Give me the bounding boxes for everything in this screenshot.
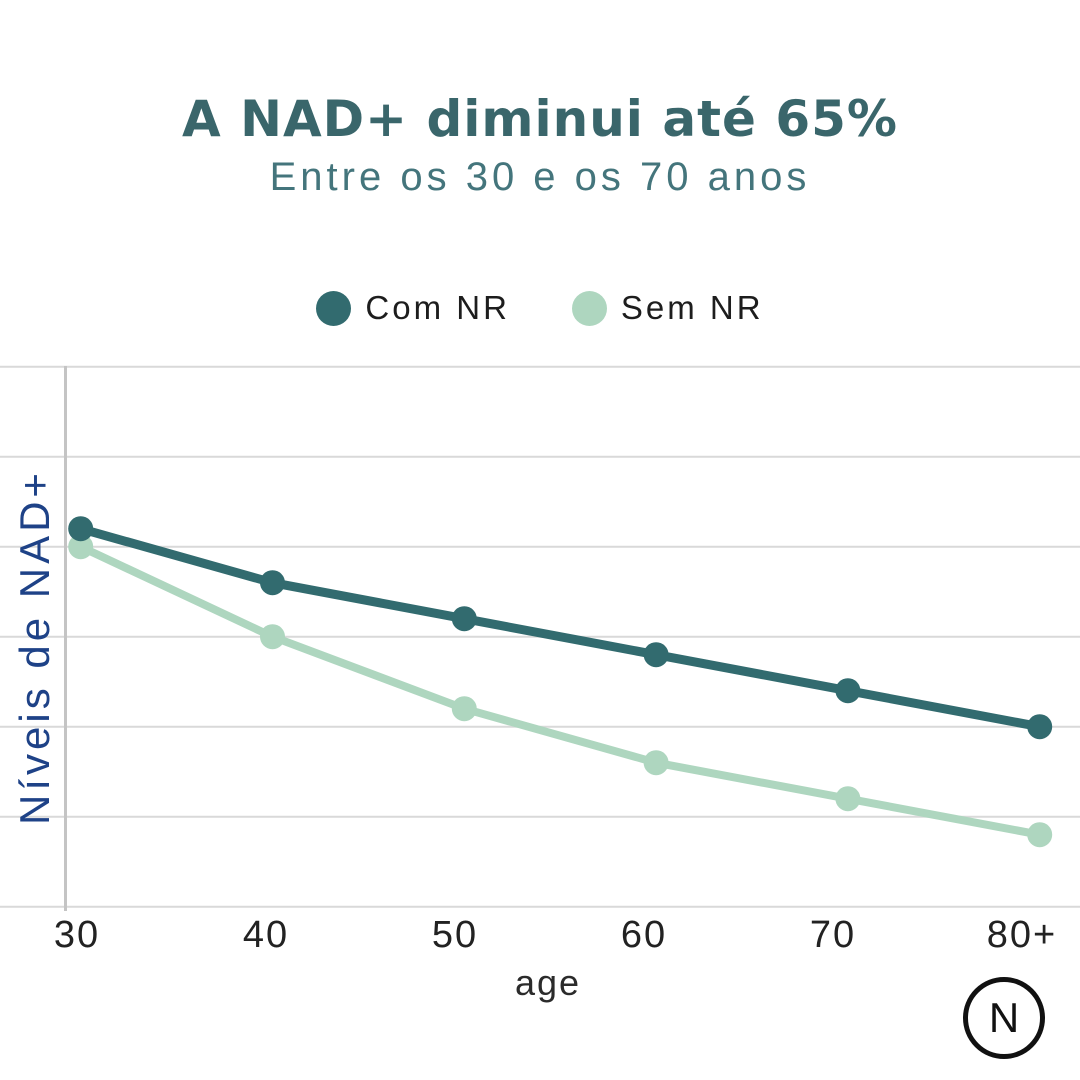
data-point-com-nr-40 [260, 570, 285, 596]
legend-dot-sem-nr [571, 290, 607, 326]
legend-item-com-nr: Com NR [316, 289, 510, 327]
x-tick-label-40: 40 [242, 914, 290, 956]
x-tick-label-50: 50 [431, 914, 479, 956]
legend-item-sem-nr: Sem NR [571, 289, 764, 327]
legend-label-sem-nr: Sem NR [620, 289, 764, 326]
x-tick-label-60: 60 [620, 914, 668, 956]
data-point-sem-nr-80+ [1027, 822, 1053, 848]
x-tick-label-80: 80+ [986, 914, 1058, 956]
data-point-com-nr-70 [835, 678, 861, 704]
x-tick-label-70: 70 [809, 914, 857, 956]
data-point-com-nr-80+ [1027, 714, 1053, 740]
y-axis-label: Níveis de NAD+ [11, 469, 58, 826]
data-point-com-nr-50 [451, 606, 477, 632]
series-line-com-nr [76, 524, 1045, 732]
series-line-sem-nr [76, 542, 1044, 839]
chart-title: A NAD+ diminui até 65% [182, 90, 898, 148]
data-point-sem-nr-70 [835, 786, 861, 812]
legend-label-com-nr: Com NR [365, 289, 510, 326]
data-point-sem-nr-50 [451, 696, 477, 722]
data-point-sem-nr-30 [68, 534, 94, 560]
x-axis-ticks: 30 40 50 60 70 80+ [0, 914, 1080, 966]
x-axis-label: age [514, 962, 582, 1003]
logo-badge: N [963, 977, 1045, 1059]
data-point-com-nr-60 [643, 642, 669, 668]
legend-dot-com-nr [316, 290, 352, 326]
x-tick-label-30: 30 [53, 914, 101, 956]
data-point-com-nr-30 [68, 516, 94, 542]
data-point-sem-nr-40 [260, 624, 285, 650]
chart-subtitle: Entre os 30 e os 70 anos [269, 155, 811, 199]
logo-letter: N [988, 994, 1020, 1041]
legend: Com NR Sem NR [0, 289, 1080, 327]
data-point-sem-nr-60 [643, 750, 669, 776]
